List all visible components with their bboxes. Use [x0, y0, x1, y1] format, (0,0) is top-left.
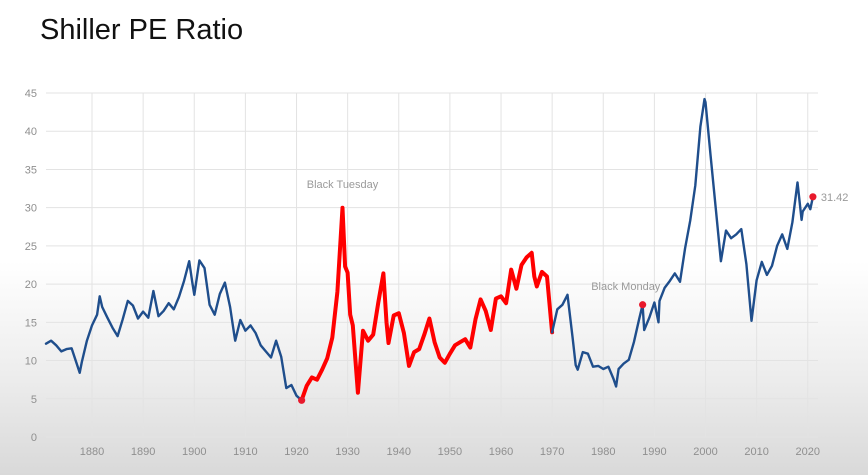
- y-tick-label: 45: [25, 88, 37, 100]
- y-tick-label: 30: [25, 203, 37, 215]
- y-tick-label: 10: [25, 356, 37, 368]
- x-tick-label: 1960: [489, 446, 513, 458]
- event-annotation: Black Tuesday: [307, 179, 379, 191]
- base-series-line: [550, 97, 815, 388]
- base-series-line: [44, 259, 303, 402]
- y-tick-label: 15: [25, 317, 37, 329]
- y-tick-label: 20: [25, 279, 37, 291]
- data-point-marker: [639, 301, 647, 309]
- y-tick-label: 0: [31, 432, 37, 444]
- x-tick-label: 1980: [591, 446, 615, 458]
- x-tick-label: 1970: [540, 446, 564, 458]
- y-tick-label: 5: [31, 394, 37, 406]
- slide-title: Shiller PE Ratio: [40, 14, 244, 46]
- highlight-series-line: [299, 205, 555, 403]
- y-tick-label: 40: [25, 126, 37, 138]
- x-tick-label: 1930: [335, 446, 359, 458]
- x-tick-label: 1900: [182, 446, 206, 458]
- x-tick-label: 1880: [80, 446, 104, 458]
- x-tick-label: 1920: [284, 446, 308, 458]
- x-tick-label: 1940: [387, 446, 411, 458]
- x-tick-label: 2020: [796, 446, 820, 458]
- x-tick-label: 2000: [693, 446, 717, 458]
- annotation-layer: Black Tuesday Black Monday 31.42: [307, 179, 849, 293]
- x-tick-label: 1990: [642, 446, 666, 458]
- x-tick-label: 1890: [131, 446, 155, 458]
- y-tick-label: 35: [25, 164, 37, 176]
- value-annotation: 31.42: [821, 192, 849, 204]
- data-point-marker: [298, 396, 306, 404]
- data-point-marker: [809, 193, 817, 201]
- shiller-pe-chart: 0 5 10 15 20 25 30 35 40 45 1880 1890 1900 1910 1920 19…: [25, 88, 849, 458]
- axis-layer: 0 5 10 15 20 25 30 35 40 45 1880 1890 1900 1910 1920 19…: [25, 88, 820, 458]
- event-annotation: Black Monday: [591, 281, 661, 293]
- grid-layer: [46, 92, 818, 438]
- x-tick-label: 2010: [744, 446, 768, 458]
- x-tick-label: 1910: [233, 446, 257, 458]
- marker-layer: [298, 193, 817, 404]
- title-bar: [0, 0, 868, 62]
- series-layer: [44, 97, 815, 403]
- x-tick-label: 1950: [438, 446, 462, 458]
- y-tick-label: 25: [25, 241, 37, 253]
